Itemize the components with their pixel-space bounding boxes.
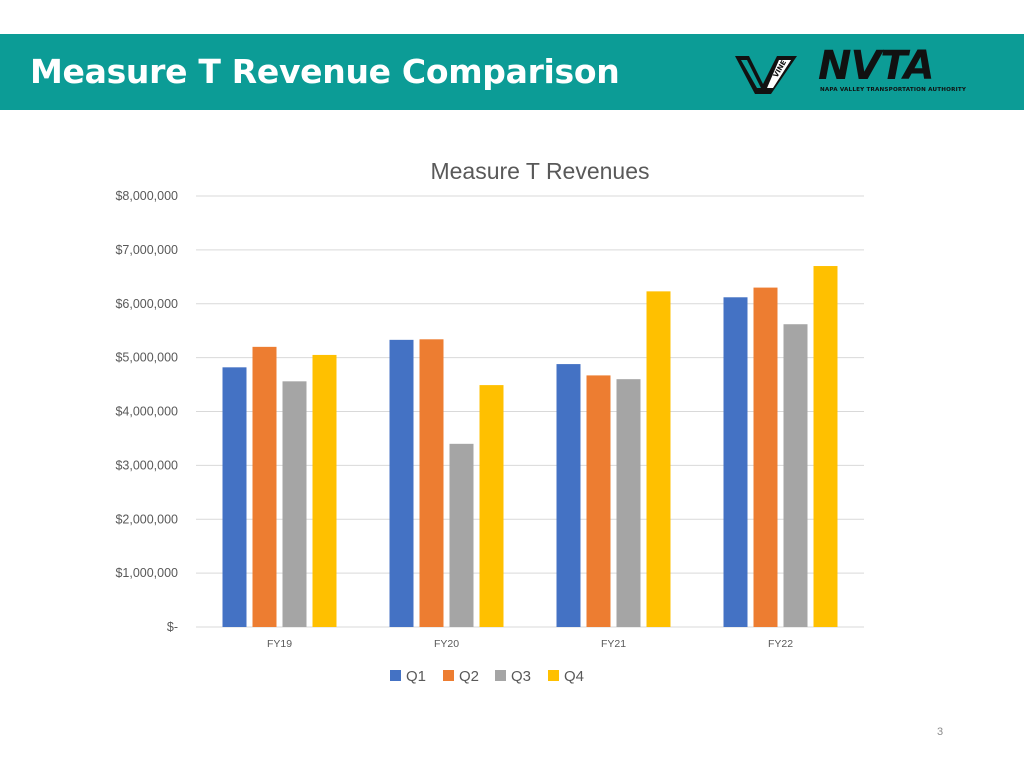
legend-swatch-q1 <box>390 670 401 681</box>
bar-fy22-q2 <box>753 287 778 627</box>
y-tick-label: $8,000,000 <box>115 189 178 203</box>
y-tick-label: $7,000,000 <box>115 243 178 257</box>
bar-fy22-q4 <box>813 266 838 627</box>
y-tick-label: $3,000,000 <box>115 458 178 472</box>
legend-swatch-q2 <box>443 670 454 681</box>
y-tick-label: $4,000,000 <box>115 405 178 419</box>
vine-logo: VINE <box>733 48 799 96</box>
bar-fy20-q1 <box>389 339 414 627</box>
x-axis-ticks: FY19 FY20 FY21 FY22 <box>267 638 793 650</box>
nvta-logo-subtitle: NAPA VALLEY TRANSPORTATION AUTHORITY <box>820 87 967 93</box>
bars <box>222 266 838 627</box>
bar-fy22-q3 <box>783 324 808 627</box>
bar-fy19-q1 <box>222 367 247 627</box>
y-tick-label: $6,000,000 <box>115 297 178 311</box>
legend: Q1 Q2 Q3 Q4 <box>390 668 584 685</box>
x-tick-label: FY21 <box>601 638 626 650</box>
y-tick-label: $1,000,000 <box>115 566 178 580</box>
bar-fy20-q3 <box>449 443 474 627</box>
legend-label-q3: Q3 <box>511 668 531 685</box>
nvta-logo-text: NVTA <box>818 43 935 89</box>
y-tick-label: $- <box>167 620 178 634</box>
x-tick-label: FY22 <box>768 638 793 650</box>
bar-fy19-q4 <box>312 354 337 627</box>
bar-fy20-q2 <box>419 339 444 627</box>
header-bar: Measure T Revenue Comparison VINE NVTA N… <box>0 34 1024 110</box>
legend-swatch-q4 <box>548 670 559 681</box>
legend-label-q2: Q2 <box>459 668 479 685</box>
slide-title: Measure T Revenue Comparison <box>30 52 620 91</box>
page-number: 3 <box>936 726 944 738</box>
y-tick-label: $5,000,000 <box>115 351 178 365</box>
chart-title: Measure T Revenues <box>430 158 649 184</box>
bar-fy21-q2 <box>586 375 611 627</box>
legend-label-q1: Q1 <box>406 668 426 685</box>
bar-fy22-q1 <box>723 297 748 627</box>
x-tick-label: FY20 <box>434 638 459 650</box>
nvta-logo: NVTA NAPA VALLEY TRANSPORTATION AUTHORIT… <box>818 43 994 96</box>
bar-fy19-q3 <box>282 381 307 627</box>
bar-fy19-q2 <box>252 346 277 627</box>
bar-fy20-q4 <box>479 385 504 627</box>
bar-fy21-q4 <box>646 291 671 627</box>
bar-fy21-q1 <box>556 364 581 627</box>
x-tick-label: FY19 <box>267 638 292 650</box>
y-tick-label: $2,000,000 <box>115 512 178 526</box>
gridlines <box>196 195 864 628</box>
legend-label-q4: Q4 <box>564 668 584 685</box>
legend-swatch-q3 <box>495 670 506 681</box>
y-axis-ticks: $- $1,000,000 $2,000,000 $3,000,000 $4,000,0… <box>115 189 178 634</box>
bar-fy21-q3 <box>616 379 641 627</box>
